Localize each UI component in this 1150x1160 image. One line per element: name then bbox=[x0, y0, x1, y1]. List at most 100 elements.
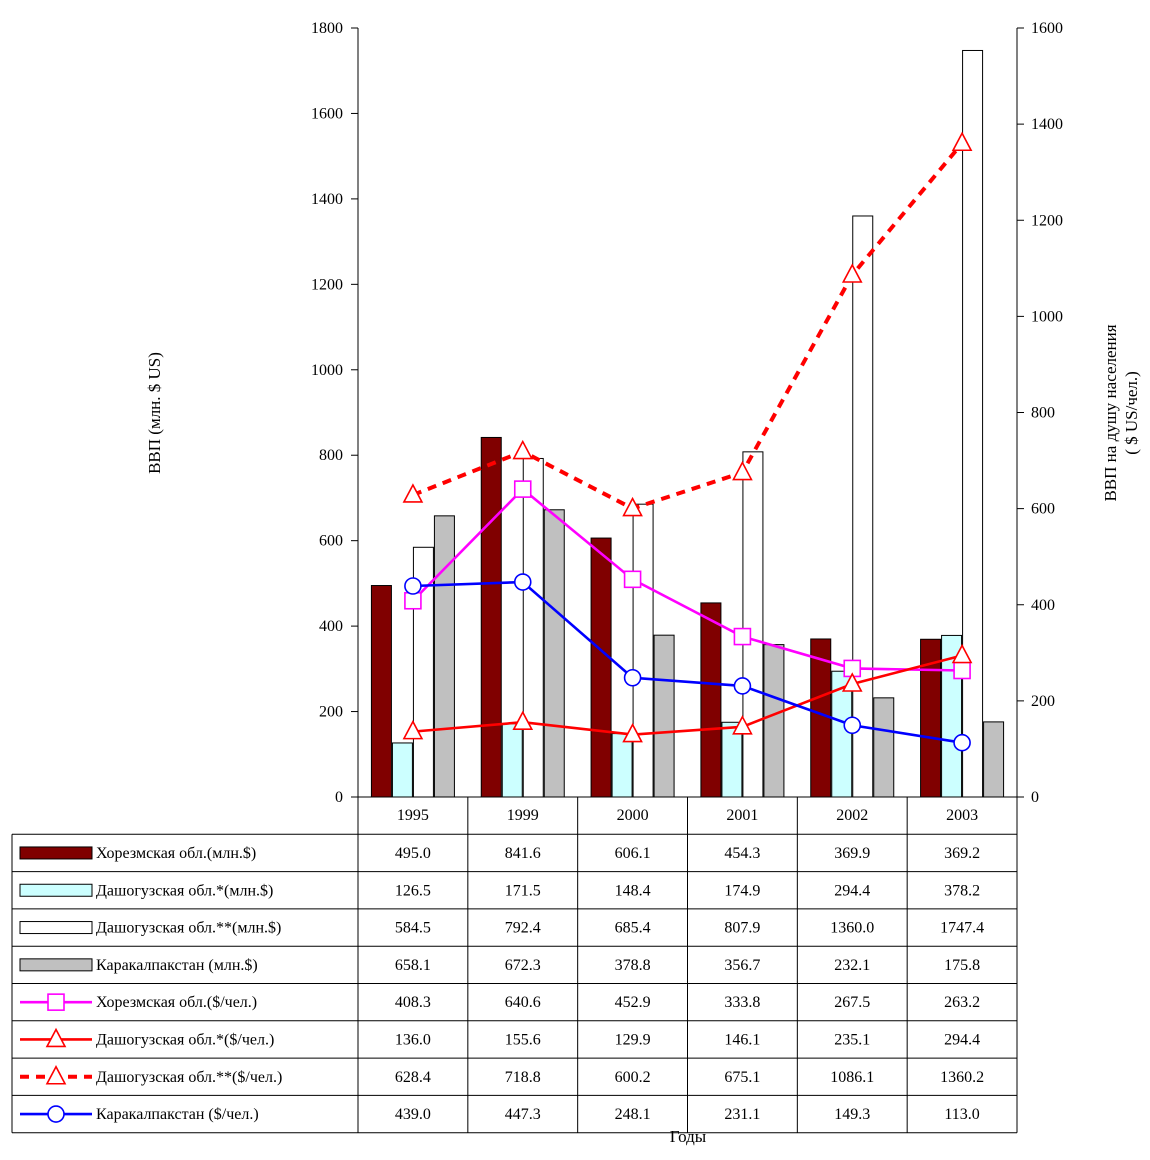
data-label-s4-2001: 356.7 bbox=[724, 957, 760, 974]
bar-s1-1995 bbox=[370, 585, 392, 798]
data-label-s3-1995: 584.5 bbox=[395, 920, 431, 937]
point-s6-2002 bbox=[841, 672, 863, 692]
data-label-s2-2001: 174.9 bbox=[724, 882, 760, 899]
data-label-s3-2001: 807.9 bbox=[724, 920, 760, 937]
point-s5-2001 bbox=[733, 627, 752, 646]
y-tick-label: 1400 bbox=[311, 191, 343, 208]
point-s8-1995 bbox=[404, 577, 422, 595]
data-label-s7-2002: 1086.1 bbox=[830, 1069, 874, 1086]
legend-label-s8: Каракалпакстан ($/чел.) bbox=[96, 1106, 259, 1123]
data-label-s2-2003: 378.2 bbox=[944, 882, 980, 899]
y2-tick-label: 400 bbox=[1031, 597, 1055, 614]
data-label-s4-1995: 658.1 bbox=[395, 957, 431, 974]
point-s7-2000 bbox=[622, 496, 643, 517]
legend-label-s1: Хорезмская обл.(млн.$) bbox=[96, 845, 256, 862]
x-tick-label-1995: 1995 bbox=[397, 807, 429, 824]
bar-s2-2000 bbox=[611, 733, 633, 798]
data-label-s1-1995: 495.0 bbox=[395, 845, 431, 862]
data-label-s5-2003: 263.2 bbox=[944, 994, 980, 1011]
data-label-s6-1995: 136.0 bbox=[395, 1031, 431, 1048]
data-label-s3-2000: 685.4 bbox=[615, 920, 651, 937]
y-tick-label: 1000 bbox=[311, 362, 343, 379]
point-s7-2003 bbox=[951, 131, 973, 152]
data-label-s1-2003: 369.2 bbox=[944, 845, 980, 862]
x-tick-label-2003: 2003 bbox=[946, 807, 978, 824]
data-label-s5-2001: 333.8 bbox=[724, 994, 760, 1011]
bar-s2-1995 bbox=[391, 742, 413, 798]
y-tick-label: 1800 bbox=[311, 20, 343, 37]
legend-key-s3 bbox=[19, 921, 93, 935]
legend-label-s7: Дашогузская обл.**($/чел.) bbox=[96, 1069, 282, 1086]
data-label-s7-1995: 628.4 bbox=[395, 1069, 431, 1086]
point-s8-2003 bbox=[953, 733, 971, 752]
data-label-s4-2002: 232.1 bbox=[834, 957, 870, 974]
y2-tick-label: 1000 bbox=[1031, 308, 1063, 325]
data-label-s3-1999: 792.4 bbox=[505, 920, 541, 937]
bar-s1-2000 bbox=[590, 537, 612, 798]
data-label-s8-2000: 248.1 bbox=[615, 1106, 651, 1123]
legend-marker-s8 bbox=[47, 1105, 65, 1123]
bar-s1-1999 bbox=[480, 436, 502, 798]
bar-s3-2000 bbox=[632, 503, 654, 798]
line-s5 bbox=[411, 487, 963, 672]
data-label-s2-1999: 171.5 bbox=[505, 882, 541, 899]
point-s8-1999 bbox=[513, 573, 532, 591]
data-label-s8-1999: 447.3 bbox=[505, 1106, 541, 1123]
x-tick-label-1999: 1999 bbox=[507, 807, 539, 824]
bar-s2-1999 bbox=[501, 723, 523, 798]
legend-label-s4: Каракалпакстан (млн.$) bbox=[96, 957, 258, 974]
data-label-s1-1999: 841.6 bbox=[505, 845, 541, 862]
legend-label-s3: Дашогузская обл.**(млн.$) bbox=[96, 920, 281, 937]
x-tick-label-2000: 2000 bbox=[617, 807, 649, 824]
data-label-s7-2001: 675.1 bbox=[724, 1069, 760, 1086]
data-label-s3-2003: 1747.4 bbox=[940, 920, 984, 937]
legend-key-s2 bbox=[19, 883, 93, 897]
y2-tick-label: 800 bbox=[1031, 405, 1055, 422]
x-axis-title: Годы bbox=[670, 1127, 707, 1146]
y-axis-title: ВВП (млн. $ US) bbox=[145, 352, 164, 474]
point-s6-2003 bbox=[951, 643, 973, 664]
y2-tick-label: 0 bbox=[1031, 789, 1039, 806]
bar-s4-2003 bbox=[983, 721, 1005, 798]
y-tick-label: 600 bbox=[319, 533, 343, 550]
point-s5-2003 bbox=[953, 661, 971, 680]
x-tick-label-2002: 2002 bbox=[836, 807, 868, 824]
point-s6-2000 bbox=[622, 722, 643, 743]
bar-s4-2002 bbox=[873, 697, 895, 798]
data-label-s5-2002: 267.5 bbox=[834, 994, 870, 1011]
data-label-s2-1995: 126.5 bbox=[395, 882, 431, 899]
data-label-s1-2000: 606.1 bbox=[615, 845, 651, 862]
y2-tick-label: 200 bbox=[1031, 693, 1055, 710]
bar-s3-2001 bbox=[742, 451, 764, 798]
data-label-s6-2003: 294.4 bbox=[944, 1031, 980, 1048]
data-label-s8-2002: 149.3 bbox=[834, 1106, 870, 1123]
data-label-s3-2002: 1360.0 bbox=[830, 920, 874, 937]
legend-marker-s5 bbox=[47, 993, 65, 1011]
data-label-s4-2000: 378.8 bbox=[615, 957, 651, 974]
point-s6-2001 bbox=[732, 715, 753, 735]
point-s5-2000 bbox=[623, 570, 642, 589]
data-label-s6-2000: 129.9 bbox=[615, 1031, 651, 1048]
data-label-s6-2001: 146.1 bbox=[724, 1031, 760, 1048]
point-s8-2001 bbox=[733, 677, 752, 695]
point-s7-2001 bbox=[732, 460, 753, 481]
legend-key-s1 bbox=[19, 846, 93, 860]
data-label-s4-1999: 672.3 bbox=[505, 957, 541, 974]
point-s5-1995 bbox=[404, 591, 422, 610]
data-label-s1-2002: 369.9 bbox=[834, 845, 870, 862]
legend-label-s6: Дашогузская обл.*($/чел.) bbox=[96, 1031, 274, 1048]
legend-label-s2: Дашогузская обл.*(млн.$) bbox=[96, 882, 273, 899]
bar-s3-2003 bbox=[962, 49, 984, 798]
point-s7-1995 bbox=[402, 483, 424, 503]
y-tick-label: 200 bbox=[319, 704, 343, 721]
data-label-s7-2003: 1360.2 bbox=[940, 1069, 984, 1086]
y2-axis-title-line2: ( $ US/чел.) bbox=[1122, 371, 1141, 455]
y2-tick-label: 1200 bbox=[1031, 212, 1063, 229]
data-label-s7-1999: 718.8 bbox=[505, 1069, 541, 1086]
bar-s4-1995 bbox=[433, 515, 455, 798]
data-label-s6-2002: 235.1 bbox=[834, 1031, 870, 1048]
y-tick-label: 0 bbox=[335, 789, 343, 806]
data-label-s7-2000: 600.2 bbox=[615, 1069, 651, 1086]
point-s8-2000 bbox=[623, 668, 642, 687]
